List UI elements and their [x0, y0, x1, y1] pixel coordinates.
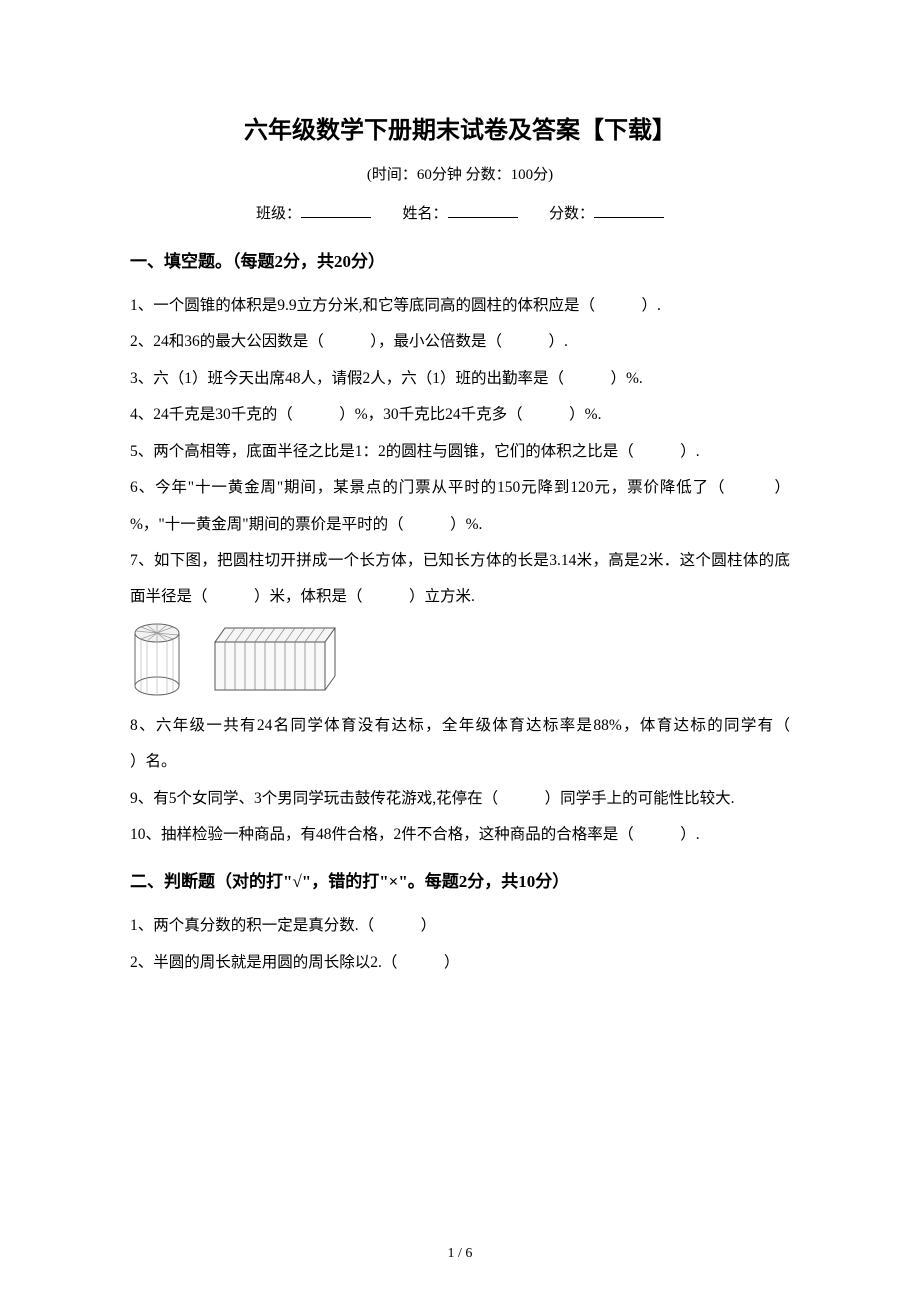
q4: 4、24千克是30千克的（ ）%，30千克比24千克多（ ）%. — [130, 397, 790, 433]
page-title: 六年级数学下册期末试卷及答案【下载】 — [130, 110, 790, 145]
info-line: 班级： 姓名： 分数： — [130, 202, 790, 223]
q7: 7、如下图，把圆柱切开拼成一个长方体，已知长方体的长是3.14米，高是2米．这个… — [130, 543, 790, 616]
q1: 1、一个圆锥的体积是9.9立方分米,和它等底同高的圆柱的体积应是（ ）. — [130, 288, 790, 324]
q2: 2、24和36的最大公因数是（ ），最小公倍数是（ ）. — [130, 324, 790, 360]
class-label: 班级： — [256, 206, 301, 222]
q8: 8、六年级一共有24名同学体育没有达标，全年级体育达标率是88%，体育达标的同学… — [130, 708, 790, 781]
cylinder-icon — [130, 622, 185, 698]
q3: 3、六（1）班今天出席48人，请假2人，六（1）班的出勤率是（ ）%. — [130, 361, 790, 397]
q9: 9、有5个女同学、3个男同学玩击鼓传花游戏,花停在（ ）同学手上的可能性比较大. — [130, 781, 790, 817]
section2-header: 二、判断题（对的打"√"，错的打"×"。每题2分，共10分） — [130, 867, 790, 892]
score-blank — [594, 204, 664, 218]
class-blank — [301, 204, 371, 218]
section1-header: 一、填空题。（每题2分，共20分） — [130, 247, 790, 272]
s2-q2: 2、半圆的周长就是用圆的周长除以2.（ ） — [130, 945, 790, 981]
score-label: 分数： — [549, 206, 594, 222]
q6: 6、今年"十一黄金周"期间，某景点的门票从平时的150元降到120元，票价降低了… — [130, 470, 790, 543]
name-label: 姓名： — [402, 206, 447, 222]
diagram-row — [130, 622, 790, 698]
subtitle: (时间：60分钟 分数：100分) — [130, 163, 790, 184]
q5: 5、两个高相等，底面半径之比是1：2的圆柱与圆锥，它们的体积之比是（ ）. — [130, 434, 790, 470]
s2-q1: 1、两个真分数的积一定是真分数.（ ） — [130, 908, 790, 944]
name-blank — [448, 204, 518, 218]
page-number: 1 / 6 — [0, 1246, 920, 1262]
prism-icon — [211, 622, 339, 696]
q10: 10、抽样检验一种商品，有48件合格，2件不合格，这种商品的合格率是（ ）. — [130, 817, 790, 853]
